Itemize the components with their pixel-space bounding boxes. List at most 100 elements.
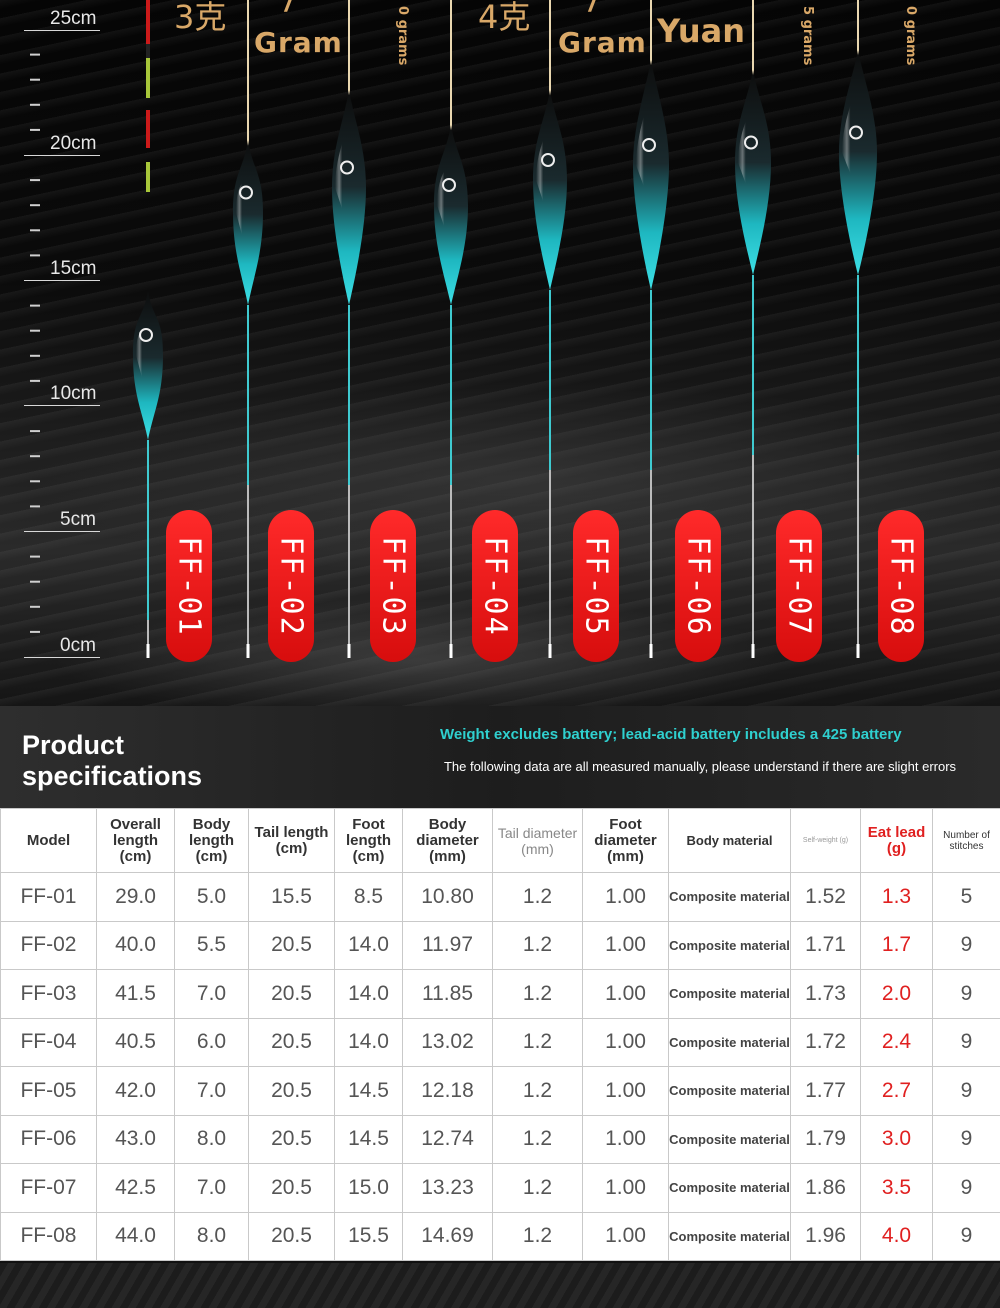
- header-tail-diameter: Tail diameter (mm): [492, 808, 583, 873]
- float7-weight-label: 5 grams: [800, 6, 815, 66]
- cell-eat-lead: 2.7: [860, 1066, 933, 1116]
- cell-tail-dia: 1.2: [492, 1163, 583, 1213]
- float-shine: [437, 165, 449, 235]
- float-logo: [239, 185, 253, 200]
- cell-eat-lead: 1.7: [860, 920, 933, 970]
- cell-foot: 15.5: [334, 1211, 403, 1261]
- model-pill-ff07: FF-07: [776, 510, 822, 662]
- cell-material: Composite material: [668, 1017, 791, 1067]
- model-pill-ff02: FF-02: [268, 510, 314, 662]
- cell-body: 5.0: [174, 872, 249, 922]
- cell-foot-dia: 1.00: [582, 872, 669, 922]
- cell-material: Composite material: [668, 872, 791, 922]
- float-logo: [340, 160, 354, 175]
- cell-stitches: 9: [932, 1163, 1000, 1213]
- float8-weight-label: 0 grams: [903, 6, 918, 66]
- float-shine: [136, 329, 146, 385]
- model-pill-ff03: FF-03: [370, 510, 416, 662]
- header-foot-diameter: Foot diameter (mm): [582, 808, 669, 873]
- cell-material: Composite material: [668, 1163, 791, 1213]
- float-logo: [744, 135, 758, 150]
- ruler-major-15: [24, 280, 100, 281]
- cell-tail-dia: 1.2: [492, 1066, 583, 1116]
- cell-eat-lead: 4.0: [860, 1211, 933, 1261]
- header-foot-length: Foot length (cm): [334, 808, 403, 873]
- model-pill-label: FF-03: [375, 535, 411, 637]
- cell-foot-dia: 1.00: [582, 969, 669, 1019]
- cell-model: FF-04: [0, 1017, 97, 1067]
- cell-foot: 15.0: [334, 1163, 403, 1213]
- cell-eat-lead: 2.4: [860, 1017, 933, 1067]
- model-pill-label: FF-01: [171, 535, 207, 637]
- table-row: FF-05 42.0 7.0 20.5 14.5 12.18 1.2 1.00 Composit…: [0, 1066, 1000, 1116]
- cell-body: 7.0: [174, 969, 249, 1019]
- float-body: [633, 60, 669, 290]
- cell-stitches: 9: [932, 969, 1000, 1019]
- model-pill-ff08: FF-08: [878, 510, 924, 662]
- float-body: [332, 90, 366, 305]
- tail-band-red: [146, 0, 150, 44]
- cell-tail-dia: 1.2: [492, 872, 583, 922]
- cell-body-dia: 10.80: [402, 872, 493, 922]
- header-model: Model: [0, 808, 97, 873]
- tail-band-green: [146, 58, 150, 98]
- cell-material: Composite material: [668, 1066, 791, 1116]
- tail-band-green-2: [146, 162, 150, 192]
- table-body: FF-01 29.0 5.0 15.5 8.5 10.80 1.2 1.00 Composite…: [0, 872, 1000, 1261]
- cell-overall: 43.0: [96, 1114, 175, 1164]
- cell-model: FF-08: [0, 1211, 97, 1261]
- cell-body-dia: 13.23: [402, 1163, 493, 1213]
- cell-material: Composite material: [668, 920, 791, 970]
- cell-foot: 14.5: [334, 1066, 403, 1116]
- cell-tail: 20.5: [248, 1163, 335, 1213]
- cell-overall: 41.5: [96, 969, 175, 1019]
- cell-tail: 20.5: [248, 1066, 335, 1116]
- ruler-label-25: 25cm: [50, 8, 97, 29]
- header-overall-length: Overall length (cm): [96, 808, 175, 873]
- cell-body: 7.0: [174, 1163, 249, 1213]
- table-row: FF-06 43.0 8.0 20.5 14.5 12.74 1.2 1.00 Composit…: [0, 1114, 1000, 1164]
- cell-body: 7.0: [174, 1066, 249, 1116]
- cell-foot-dia: 1.00: [582, 1114, 669, 1164]
- model-pill-label: FF-02: [273, 535, 309, 637]
- cell-foot-dia: 1.00: [582, 1211, 669, 1261]
- model-pill-label: FF-04: [477, 535, 513, 637]
- float4-weight-label: 4克: [478, 0, 531, 36]
- cell-body-dia: 13.02: [402, 1017, 493, 1067]
- table-row: FF-08 44.0 8.0 20.5 15.5 14.69 1.2 1.00 Composit…: [0, 1211, 1000, 1261]
- header-stitches: Number of stitches: [932, 808, 1000, 873]
- cell-eat-lead: 2.0: [860, 969, 933, 1019]
- header-body-length: Body length (cm): [174, 808, 249, 873]
- spec-title: Product specifications: [22, 730, 203, 791]
- ruler-major-5: [24, 531, 100, 532]
- header-body-material: Body material: [668, 808, 791, 873]
- cell-overall: 44.0: [96, 1211, 175, 1261]
- ruler-label-20: 20cm: [50, 133, 97, 154]
- float2-weight-digit: 7: [278, 0, 299, 20]
- float6-label: Yuan: [657, 12, 745, 50]
- float-logo: [541, 153, 555, 167]
- float-shine: [842, 90, 856, 183]
- model-pill-label: FF-08: [883, 535, 919, 637]
- cell-eat-lead: 1.3: [860, 872, 933, 922]
- float-logo: [849, 125, 863, 140]
- float5-weight-word: Gram: [558, 26, 647, 59]
- cell-tail-dia: 1.2: [492, 1211, 583, 1261]
- product-hero: 25cm 20cm 15cm 10cm 5cm 0cm 3克 7: [0, 0, 1000, 706]
- cell-tail: 15.5: [248, 872, 335, 922]
- cell-tail-dia: 1.2: [492, 969, 583, 1019]
- cell-eat-lead: 3.5: [860, 1163, 933, 1213]
- ruler-label-15: 15cm: [50, 258, 97, 279]
- float-body: [533, 90, 567, 290]
- ruler-major-10: [24, 405, 100, 406]
- ruler-label-10: 10cm: [50, 383, 97, 404]
- cell-model: FF-06: [0, 1114, 97, 1164]
- cell-stitches: 9: [932, 920, 1000, 970]
- cell-stitches: 9: [932, 1211, 1000, 1261]
- cell-overall: 29.0: [96, 872, 175, 922]
- cell-material: Composite material: [668, 969, 791, 1019]
- cell-body: 5.5: [174, 920, 249, 970]
- float-body: [434, 125, 468, 305]
- cell-tail: 20.5: [248, 969, 335, 1019]
- cell-body-dia: 11.85: [402, 969, 493, 1019]
